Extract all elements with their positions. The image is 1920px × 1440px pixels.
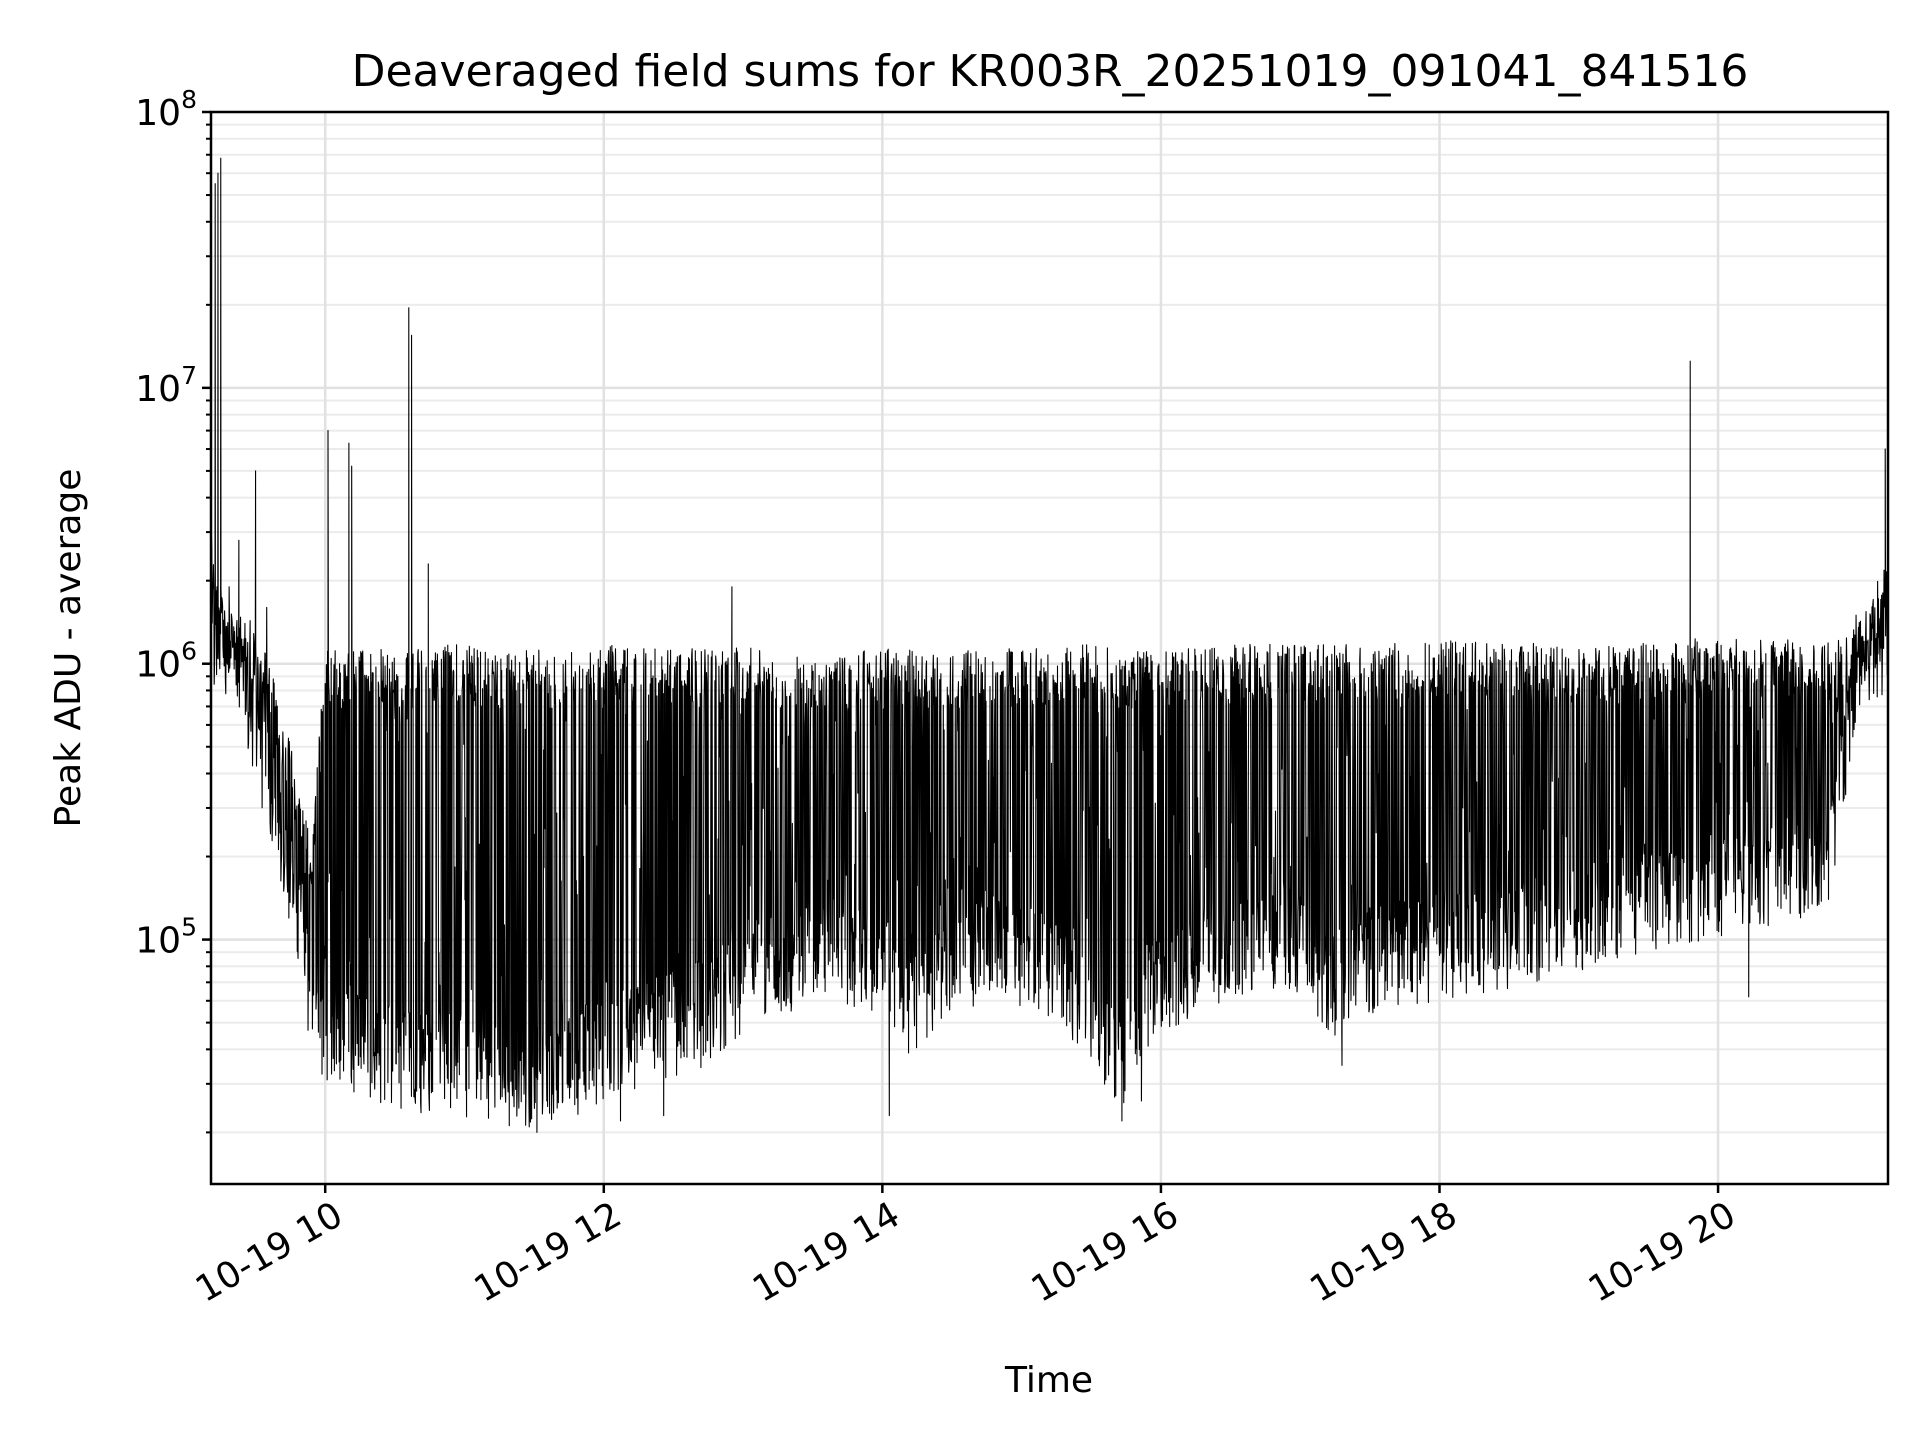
- signal-line: [210, 157, 1889, 1133]
- y-tick-label: 106: [135, 637, 197, 686]
- x-axis-label: Time: [1004, 1360, 1093, 1401]
- y-axis-ticks: 105 106 107 108: [135, 85, 211, 1134]
- y-axis-label: Peak ADU - average: [48, 469, 89, 828]
- y-tick-label: 105: [135, 913, 197, 962]
- plot-area-frame: [209, 110, 1890, 1186]
- y-tick-label: 107: [135, 361, 197, 410]
- y-tick-label: 108: [135, 85, 197, 134]
- data-series: [210, 157, 1889, 1133]
- chart-title: Deaveraged field sums for KR003R_2025101…: [352, 46, 1749, 97]
